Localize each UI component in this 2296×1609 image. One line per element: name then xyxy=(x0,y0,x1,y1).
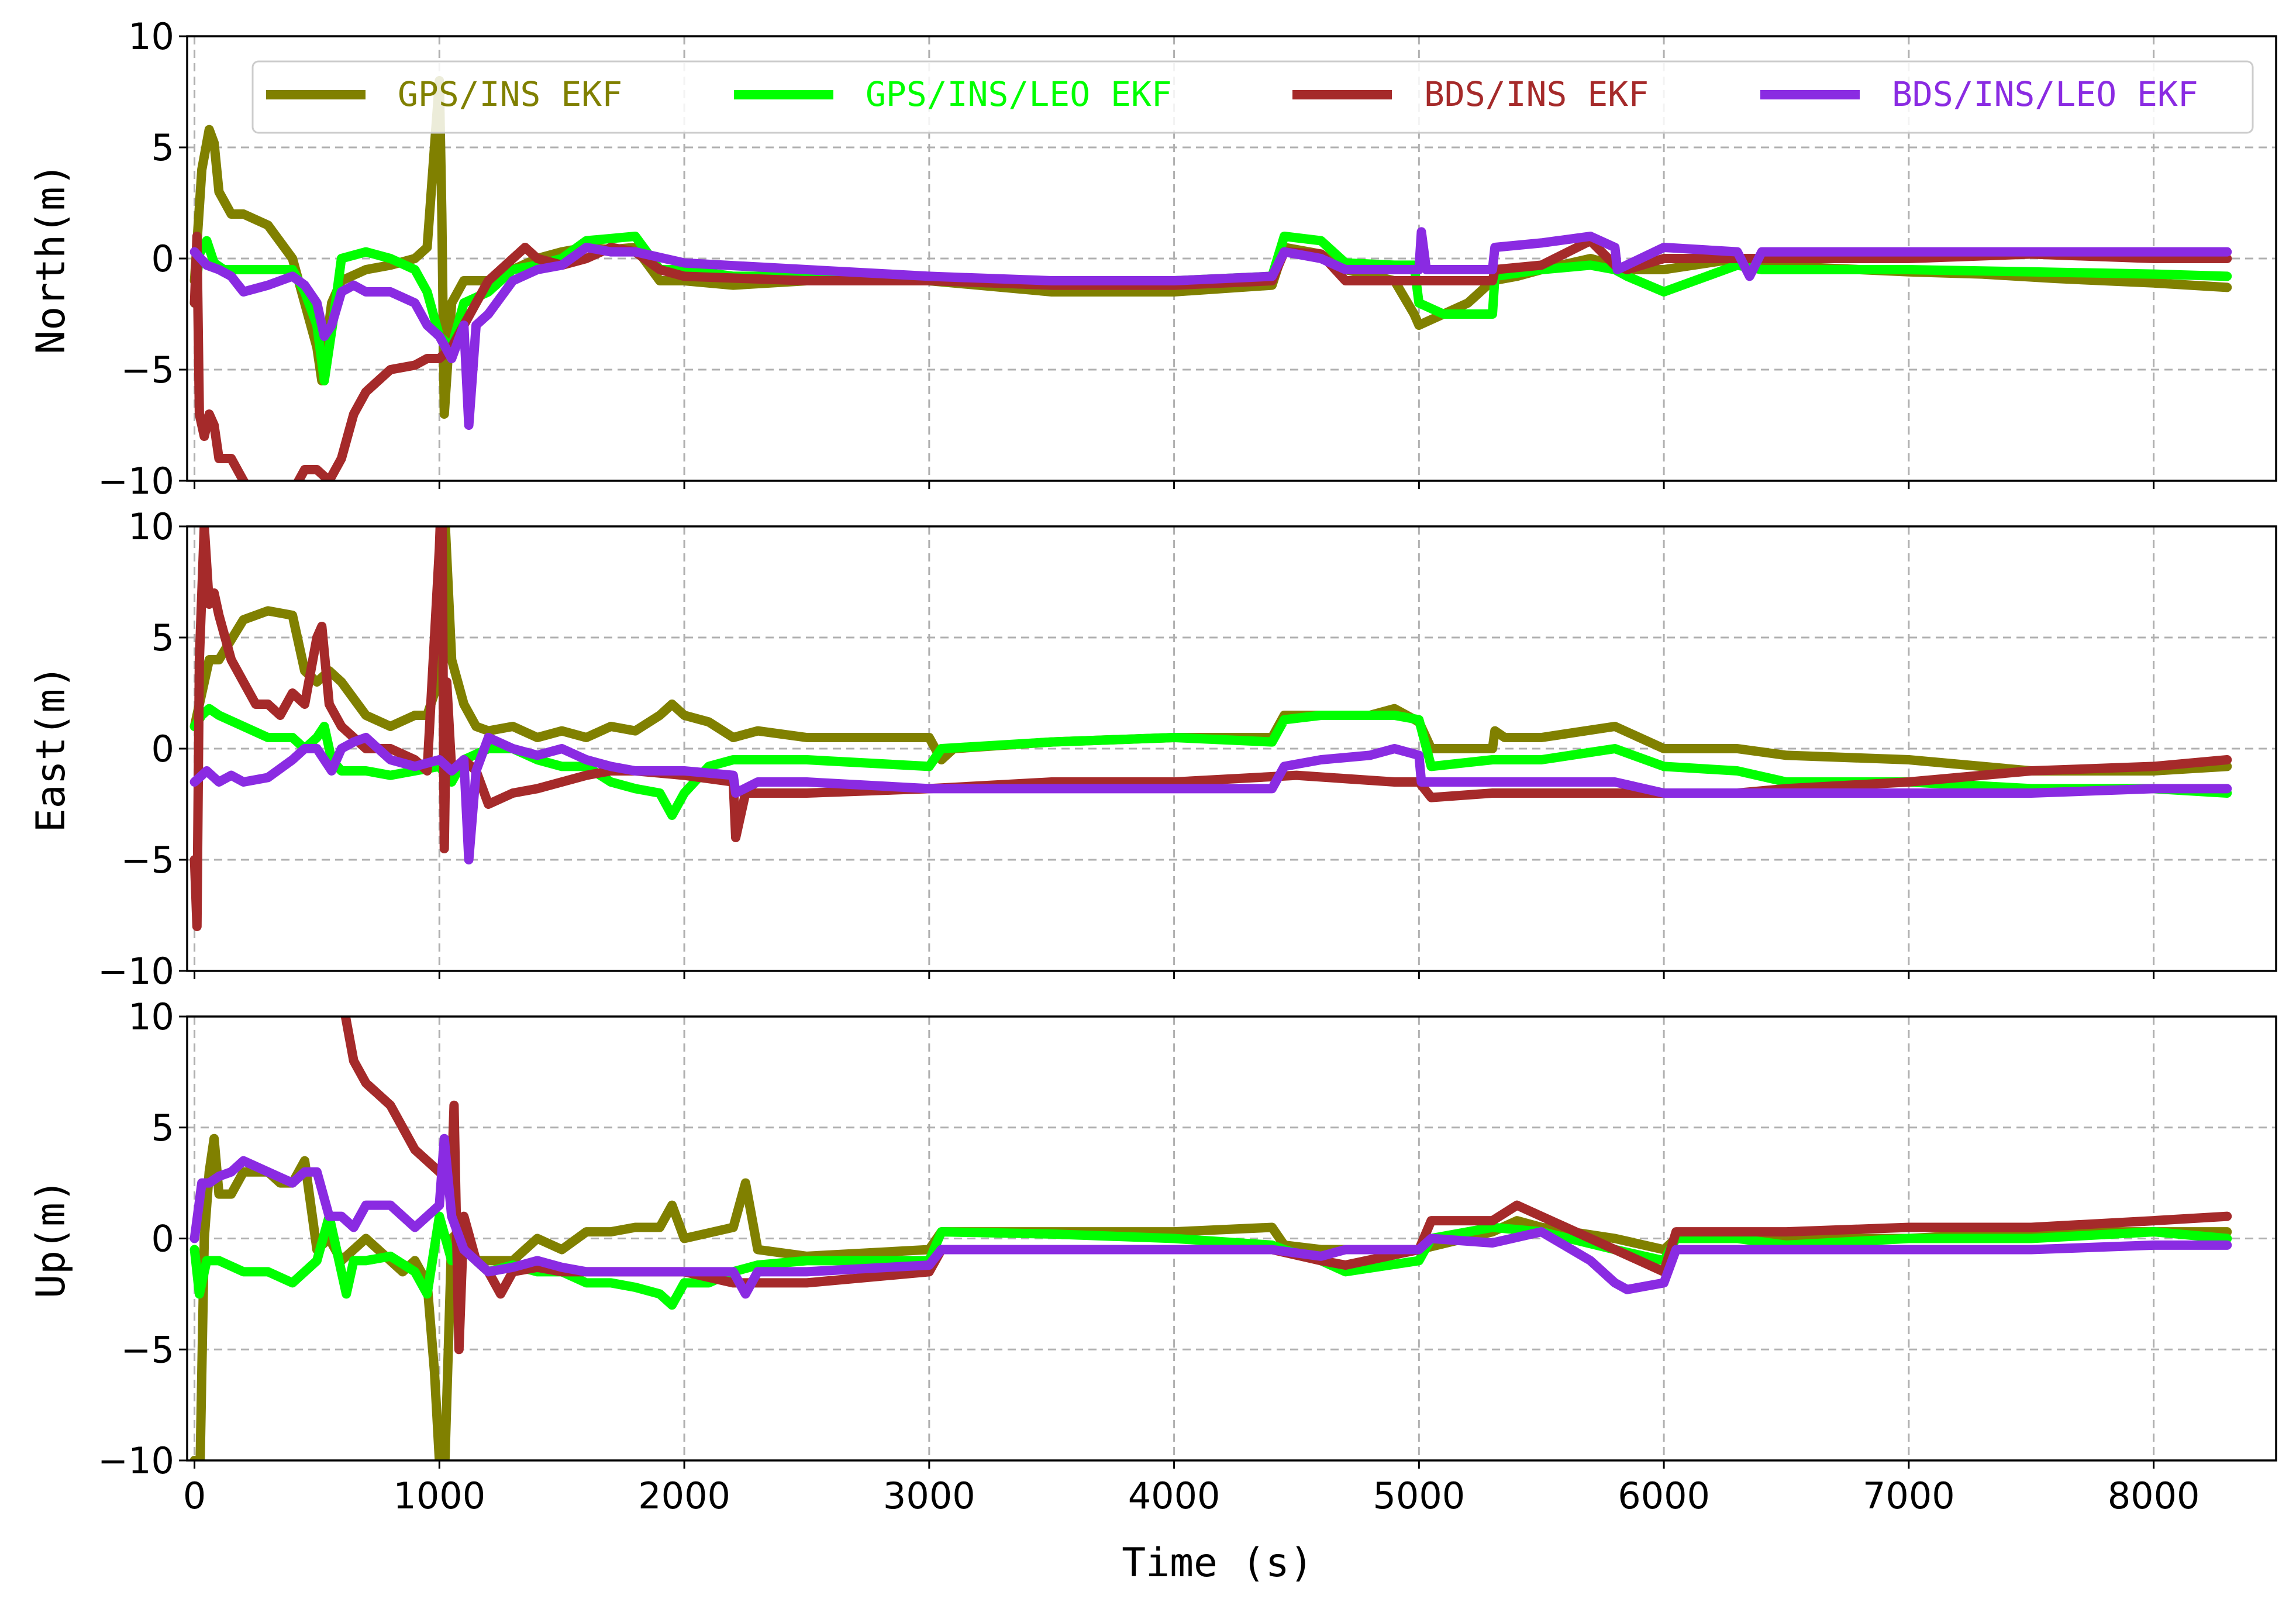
x-tick-label: 4000 xyxy=(1128,1474,1221,1517)
series-line xyxy=(189,1133,2232,1299)
legend: GPS/INS EKF GPS/INS/LEO EKF BDS/INS EKF BDS… xyxy=(251,60,2254,134)
series-line xyxy=(189,526,2232,776)
legend-label: GPS/INS EKF xyxy=(398,74,622,114)
y-axis-label: North(m) xyxy=(28,163,74,354)
y-axis-label: Up(m) xyxy=(28,1179,74,1298)
x-tick-label: 2000 xyxy=(638,1474,730,1517)
series-group xyxy=(189,1017,2232,1460)
x-tick-label: 8000 xyxy=(2108,1474,2200,1517)
series-group xyxy=(189,76,2232,481)
series-line xyxy=(189,704,2232,820)
y-tick-label: −5 xyxy=(121,839,174,881)
x-tick-label: 5000 xyxy=(1373,1474,1465,1517)
panel-1: −10 −5 0 5 10 North(m) xyxy=(28,15,2277,502)
y-tick-label: −10 xyxy=(98,950,174,993)
y-tick-label: 10 xyxy=(128,505,174,548)
y-tick-label: 0 xyxy=(151,237,174,280)
y-tick-label: 5 xyxy=(151,616,174,659)
series-line xyxy=(189,227,2232,430)
series-line xyxy=(340,1017,2232,1355)
y-tick-label: −10 xyxy=(98,460,174,502)
x-tick-label: 6000 xyxy=(1618,1474,1710,1517)
series-line xyxy=(189,1133,2232,1460)
x-tick-label: 0 xyxy=(183,1474,206,1517)
y-tick-label: −5 xyxy=(121,1328,174,1371)
x-tick-label: 1000 xyxy=(393,1474,485,1517)
y-tick-label: 10 xyxy=(128,995,174,1038)
x-tick-label: 7000 xyxy=(1863,1474,1955,1517)
legend-label: BDS/INS/LEO EKF xyxy=(1892,74,2198,114)
panel-2: −10 −5 0 5 10 East(m) xyxy=(28,505,2277,993)
y-tick-label: −10 xyxy=(98,1439,174,1482)
y-axis-label: East(m) xyxy=(28,665,74,833)
panel-3: −10 −5 0 5 10 0 1000 2000 3000 4000 5000 6000 7000 80… xyxy=(28,995,2277,1517)
y-tick-label: 0 xyxy=(151,1218,174,1260)
y-tick-label: 5 xyxy=(151,126,174,169)
x-axis-label: Time (s) xyxy=(1122,1540,1314,1586)
y-tick-label: −5 xyxy=(121,349,174,391)
y-tick-label: 5 xyxy=(151,1107,174,1149)
y-tick-label: 10 xyxy=(128,15,174,58)
series-line xyxy=(189,733,2232,864)
series-group xyxy=(189,526,2232,931)
legend-frame xyxy=(251,60,2254,134)
y-tick-label: 0 xyxy=(151,728,174,770)
panels-layer: −10 −5 0 5 10 North(m) −10 −5 0 5 10 East(m) −10 −5 0 5… xyxy=(28,15,2277,1517)
series-line xyxy=(189,232,2232,481)
series-line xyxy=(189,526,2232,931)
legend-label: GPS/INS/LEO EKF xyxy=(866,74,1172,114)
x-tick-label: 3000 xyxy=(883,1474,975,1517)
legend-label: BDS/INS EKF xyxy=(1424,74,1649,114)
